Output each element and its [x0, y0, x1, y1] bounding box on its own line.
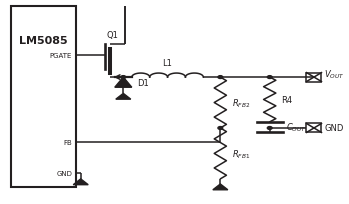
Text: GND: GND — [56, 170, 72, 176]
Text: $C_{OUT}$: $C_{OUT}$ — [286, 121, 307, 134]
Text: PGATE: PGATE — [50, 52, 72, 58]
Text: $R_{FB1}$: $R_{FB1}$ — [232, 147, 250, 160]
Text: GND: GND — [324, 124, 343, 133]
Text: D1: D1 — [137, 78, 149, 87]
Circle shape — [267, 127, 272, 130]
Text: R4: R4 — [281, 95, 292, 104]
Circle shape — [267, 76, 272, 79]
Text: LM5085: LM5085 — [19, 36, 68, 46]
Circle shape — [218, 127, 223, 130]
Polygon shape — [73, 179, 88, 185]
Circle shape — [218, 76, 223, 79]
Polygon shape — [115, 78, 132, 88]
Circle shape — [121, 76, 126, 79]
Text: Q1: Q1 — [106, 31, 118, 40]
Text: $V_{OUT}$: $V_{OUT}$ — [324, 68, 345, 81]
Text: $R_{FB2}$: $R_{FB2}$ — [232, 97, 250, 109]
Polygon shape — [116, 94, 131, 100]
Text: L1: L1 — [163, 59, 172, 68]
Polygon shape — [213, 184, 228, 190]
Text: FB: FB — [64, 140, 72, 145]
